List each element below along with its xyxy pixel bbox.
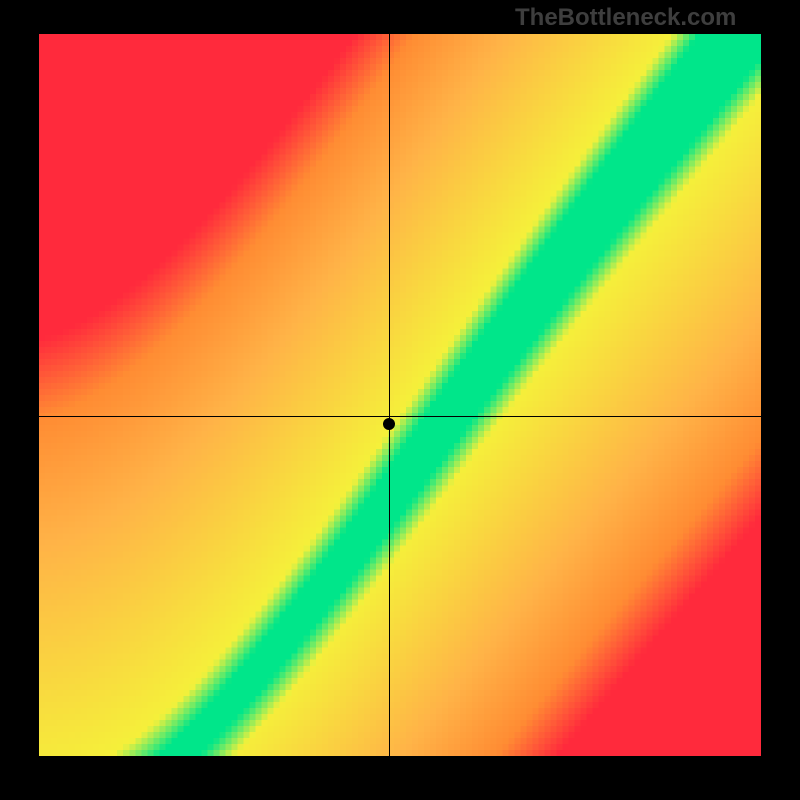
crosshair-vertical — [389, 34, 390, 756]
crosshair-horizontal — [39, 416, 761, 417]
watermark-text: TheBottleneck.com — [515, 4, 736, 32]
selection-marker — [383, 418, 395, 430]
chart-root: TheBottleneck.com — [0, 0, 800, 800]
bottleneck-heatmap — [39, 34, 761, 756]
